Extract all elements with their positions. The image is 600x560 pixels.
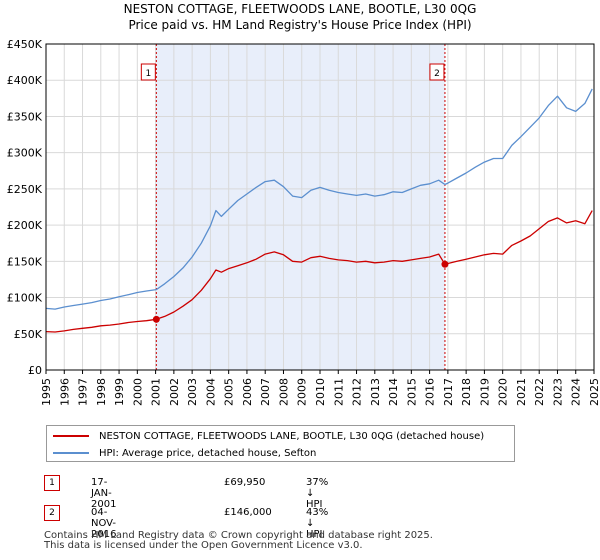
x-tick-label: 1997 [77, 378, 90, 406]
legend-item-property: NESTON COTTAGE, FLEETWOODS LANE, BOOTLE,… [53, 428, 484, 444]
footer-line2: This data is licensed under the Open Gov… [44, 540, 363, 551]
x-tick-label: 2006 [241, 378, 254, 406]
y-tick-label: £50K [14, 328, 43, 341]
sale-marker-label: 1 [145, 69, 151, 79]
y-tick-label: £100K [7, 292, 43, 305]
x-tick-label: 2012 [351, 378, 364, 406]
y-tick-label: £150K [7, 255, 43, 268]
x-tick-label: 1998 [95, 378, 108, 406]
y-tick-label: £200K [7, 219, 43, 232]
x-tick-label: 2014 [387, 378, 400, 406]
x-tick-label: 2009 [296, 378, 309, 406]
y-tick-label: £300K [7, 147, 43, 160]
x-tick-label: 2021 [515, 378, 528, 406]
x-tick-label: 2003 [186, 378, 199, 406]
legend-label-hpi: HPI: Average price, detached house, Seft… [99, 447, 317, 459]
y-tick-label: £250K [7, 183, 43, 196]
x-tick-label: 2018 [460, 378, 473, 406]
x-tick-label: 1995 [40, 378, 53, 406]
annotation-date-1: 17-JAN-2001 [91, 477, 117, 510]
x-tick-label: 2013 [369, 378, 382, 406]
x-tick-label: 2019 [478, 378, 491, 406]
x-tick-label: 2020 [497, 378, 510, 406]
chart-legend: NESTON COTTAGE, FLEETWOODS LANE, BOOTLE,… [46, 425, 515, 462]
x-tick-label: 1999 [113, 378, 126, 406]
footer-attribution: Contains HM Land Registry data © Crown c… [44, 531, 433, 551]
shaded-period [156, 44, 445, 370]
annotation-price-1: £69,950 [224, 477, 266, 488]
x-tick-label: 2007 [259, 378, 272, 406]
x-tick-label: 2025 [588, 378, 600, 406]
x-tick-label: 2002 [168, 378, 181, 406]
chart-title-line1: NESTON COTTAGE, FLEETWOODS LANE, BOOTLE,… [123, 2, 477, 16]
annotation-date-2: 04-NOV-2016 [91, 507, 117, 540]
y-tick-label: £350K [7, 110, 43, 123]
legend-label-property: NESTON COTTAGE, FLEETWOODS LANE, BOOTLE,… [99, 430, 485, 442]
chart-title-line2: Price paid vs. HM Land Registry's House … [128, 18, 472, 32]
legend-item-hpi: HPI: Average price, detached house, Seft… [53, 445, 316, 461]
property-price-line [45, 210, 593, 333]
x-tick-label: 2015 [405, 378, 418, 406]
annotation-price-2: £146,000 [224, 507, 272, 518]
sale-marker-box [429, 63, 445, 81]
y-tick-label: £450K [7, 38, 43, 51]
y-tick-label: £0 [28, 364, 42, 377]
x-tick-label: 2004 [204, 378, 217, 406]
plot-frame [45, 43, 595, 371]
x-tick-label: 2024 [570, 378, 583, 406]
sale-marker-box [140, 63, 156, 81]
x-tick-label: 2005 [223, 378, 236, 406]
annotation-marker-1: 1 [44, 475, 60, 491]
annotation-hpi-1: 37% ↓ HPI [306, 477, 329, 510]
x-tick-label: 2023 [551, 378, 564, 406]
x-tick-label: 2000 [131, 378, 144, 406]
hpi-line [45, 88, 593, 310]
sale-point [441, 260, 449, 268]
x-tick-label: 2001 [150, 378, 163, 406]
x-tick-label: 2016 [424, 378, 437, 406]
sale-marker-label: 2 [434, 69, 440, 79]
y-tick-label: £400K [7, 74, 43, 87]
price-chart: £0 £50K £100K £150K £200K £250K £300K £350K £400… [7, 38, 600, 406]
legend-swatch-property [53, 435, 89, 437]
x-tick-label: 2017 [442, 378, 455, 406]
annotation-hpi-2: 43% ↓ HPI [306, 507, 329, 540]
x-tick-label: 2008 [277, 378, 290, 406]
x-tick-label: 1996 [58, 378, 71, 406]
x-tick-label: 2022 [533, 378, 546, 406]
x-tick-label: 2010 [314, 378, 327, 406]
x-tick-label: 2011 [332, 378, 345, 406]
legend-swatch-hpi [53, 452, 89, 454]
footer-line1: Contains HM Land Registry data © Crown c… [44, 530, 433, 541]
sale-point [152, 315, 160, 323]
annotation-marker-2: 2 [44, 505, 60, 521]
